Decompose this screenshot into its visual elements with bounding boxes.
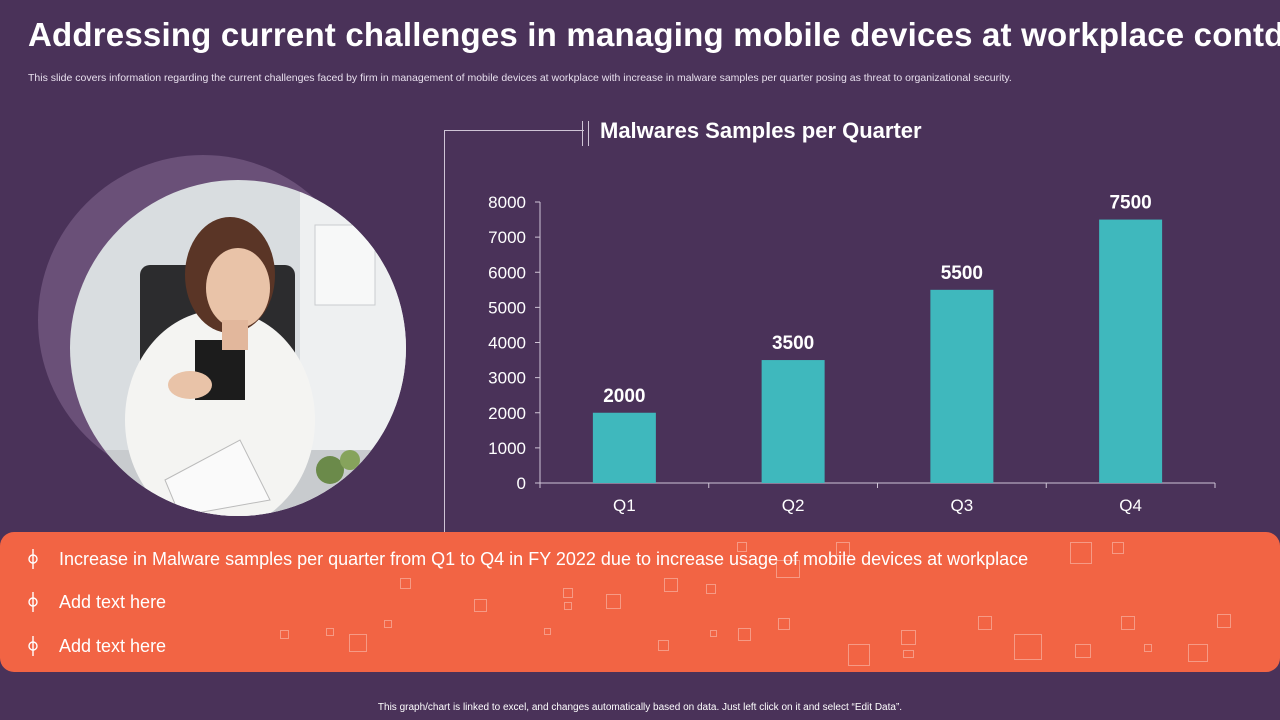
bar	[1099, 219, 1163, 483]
footer-note: This graph/chart is linked to excel, and…	[377, 702, 903, 713]
x-tick-label: Q3	[951, 496, 974, 515]
slide-subtitle: This slide covers information regarding …	[28, 72, 1012, 84]
decor-square	[544, 628, 551, 635]
y-tick-label: 3000	[488, 369, 526, 388]
decor-square	[564, 602, 572, 610]
decor-square	[737, 542, 747, 552]
bar	[930, 289, 994, 483]
decor-square	[384, 620, 392, 628]
bar-data-label: 7500	[1109, 193, 1151, 214]
bar-data-label: 5500	[941, 263, 983, 284]
bar-data-label: 3500	[772, 333, 814, 354]
decor-square	[710, 630, 717, 637]
slide-title: Addressing current challenges in managin…	[28, 16, 1280, 53]
y-tick-label: 5000	[488, 298, 526, 317]
malware-bar-chart: 0 1000 2000 3000 4000 5000 6000 7000 8000 2000 Q1 3…	[488, 193, 1216, 515]
decor-square	[1014, 634, 1042, 660]
bar	[592, 412, 656, 483]
decor-square	[280, 630, 289, 639]
bullet-item: Add text here	[24, 635, 166, 657]
decor-square	[776, 560, 800, 578]
decor-square	[664, 578, 678, 592]
bullet-text: Increase in Malware samples per quarter …	[59, 548, 1029, 569]
y-tick-label: 0	[517, 474, 526, 493]
bullet-item: Increase in Malware samples per quarter …	[24, 548, 1028, 570]
bullet-text[interactable]: Add text here	[59, 635, 167, 656]
decor-square	[836, 542, 850, 556]
y-tick-label: 2000	[488, 404, 526, 423]
decor-square	[349, 634, 367, 652]
y-tick-label: 6000	[488, 263, 526, 282]
decor-square	[1121, 616, 1135, 630]
bullet-item: Add text here	[24, 591, 166, 613]
bullet-text[interactable]: Add text here	[59, 591, 167, 612]
decor-square	[606, 594, 621, 609]
chart-frame-top-line	[444, 130, 584, 131]
decor-square	[326, 628, 334, 636]
decor-square	[706, 584, 716, 594]
map-pin-icon	[28, 549, 38, 569]
decor-square	[1188, 644, 1208, 662]
chart-frame-tick	[582, 121, 583, 146]
insights-panel: Increase in Malware samples per quarter …	[0, 532, 1280, 672]
map-pin-icon	[28, 636, 38, 656]
decor-square	[1070, 542, 1092, 564]
decor-square	[400, 578, 411, 589]
decor-square	[778, 618, 790, 630]
chart-frame-tick	[588, 121, 589, 146]
decor-square	[903, 650, 914, 658]
bar	[761, 360, 825, 483]
decor-square	[1112, 542, 1124, 554]
x-tick-label: Q4	[1119, 496, 1142, 515]
decor-square	[901, 630, 916, 645]
decor-square	[563, 588, 573, 598]
decor-square	[474, 599, 487, 612]
bar-data-label: 2000	[603, 386, 645, 407]
decor-square	[658, 640, 669, 651]
decor-square	[1075, 644, 1091, 658]
x-tick-label: Q1	[613, 496, 636, 515]
chart-title: Malwares Samples per Quarter	[600, 118, 922, 143]
decor-square	[848, 644, 870, 666]
y-tick-label: 8000	[488, 193, 526, 212]
chart-frame-line	[444, 130, 445, 540]
decor-square	[1217, 614, 1231, 628]
decor-square	[978, 616, 992, 630]
y-tick-label: 7000	[488, 228, 526, 247]
x-tick-label: Q2	[782, 496, 805, 515]
map-pin-icon	[28, 592, 38, 612]
woman-at-desk-photo	[70, 180, 406, 516]
decor-square	[738, 628, 751, 641]
decor-square	[1144, 644, 1152, 652]
y-tick-label: 1000	[488, 439, 526, 458]
y-tick-label: 4000	[488, 334, 526, 353]
